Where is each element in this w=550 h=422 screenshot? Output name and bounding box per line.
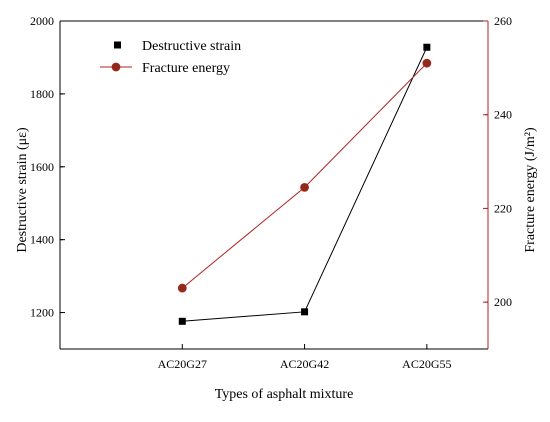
right-tick-label: 220 — [494, 201, 512, 215]
x-axis-label: Types of asphalt mixture — [215, 387, 354, 402]
legend-label-fracture-energy: Fracture energy — [142, 61, 230, 76]
left-tick-label: 2000 — [30, 14, 54, 28]
fracture-energy-point — [300, 182, 309, 192]
fracture-energy-point — [177, 283, 187, 293]
legend-label-destructive-strain: Destructive strain — [142, 39, 241, 54]
fracture-energy-line — [181, 62, 428, 289]
plot-frame — [59, 20, 489, 350]
left-tick-label: 1600 — [30, 160, 54, 174]
legend-marker-fracture-energy — [111, 62, 121, 72]
legend: Destructive strain Fracture energy — [100, 39, 241, 76]
x-tick-label: AC20G42 — [280, 357, 329, 371]
left-y-axis: 1200 1400 1600 1800 2000 — [30, 14, 65, 320]
left-tick-label: 1800 — [30, 87, 54, 101]
left-y-axis-label: Destructive strain (με) — [15, 127, 30, 253]
destructive-strain-point — [301, 308, 309, 316]
destructive-strain-point — [178, 317, 186, 325]
fracture-energy-point — [422, 58, 432, 68]
legend-marker-destructive-strain — [114, 41, 121, 49]
right-tick-label: 200 — [494, 295, 512, 309]
right-y-axis-label: Fracture energy (J/m²) — [523, 127, 538, 253]
x-axis: AC20G27 AC20G42 AC20G55 — [158, 344, 452, 371]
destructive-strain-point — [423, 43, 431, 51]
x-tick-label: AC20G27 — [158, 357, 207, 371]
left-tick-label: 1200 — [30, 306, 54, 320]
right-tick-label: 260 — [494, 14, 512, 28]
x-tick-label: AC20G55 — [402, 357, 451, 371]
left-tick-label: 1400 — [30, 233, 54, 247]
right-y-axis: 200 220 240 260 — [483, 14, 512, 309]
right-tick-label: 240 — [494, 108, 512, 122]
series-layer — [177, 43, 432, 325]
